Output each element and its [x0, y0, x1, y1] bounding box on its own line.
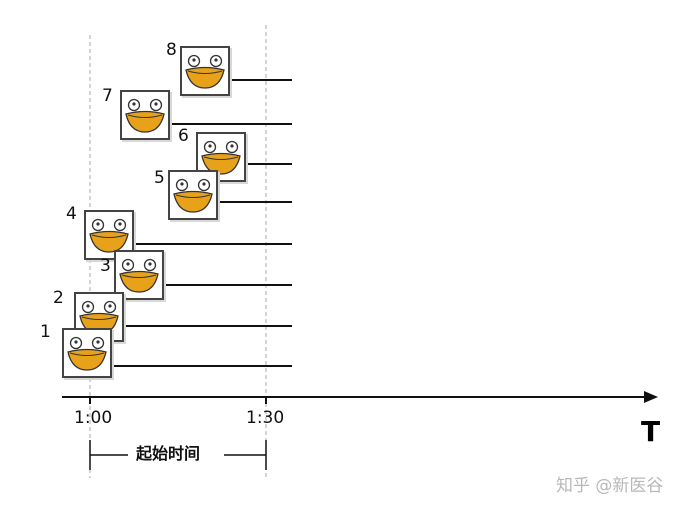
frog-icon-1	[62, 328, 112, 378]
watermark: 知乎 @新医谷	[556, 476, 664, 496]
axis-arrowhead	[644, 391, 658, 403]
end-tick-label: 1:30	[246, 408, 285, 428]
item-label-3: 3	[100, 256, 111, 276]
item-label-2: 2	[53, 288, 64, 308]
frog-icon-7	[120, 90, 170, 140]
frog-icon-8	[180, 46, 230, 96]
frog-icon-3	[114, 250, 164, 300]
item-label-4: 4	[66, 204, 77, 224]
item-label-1: 1	[40, 322, 51, 342]
item-label-8: 8	[166, 40, 177, 60]
frog-icon-5	[168, 170, 218, 220]
item-label-6: 6	[178, 126, 189, 146]
bracket-label: 起始时间	[132, 446, 205, 462]
item-label-7: 7	[102, 86, 113, 106]
item-label-5: 5	[154, 168, 165, 188]
start-tick-label: 1:00	[74, 408, 113, 428]
axis-letter: T	[641, 415, 661, 448]
